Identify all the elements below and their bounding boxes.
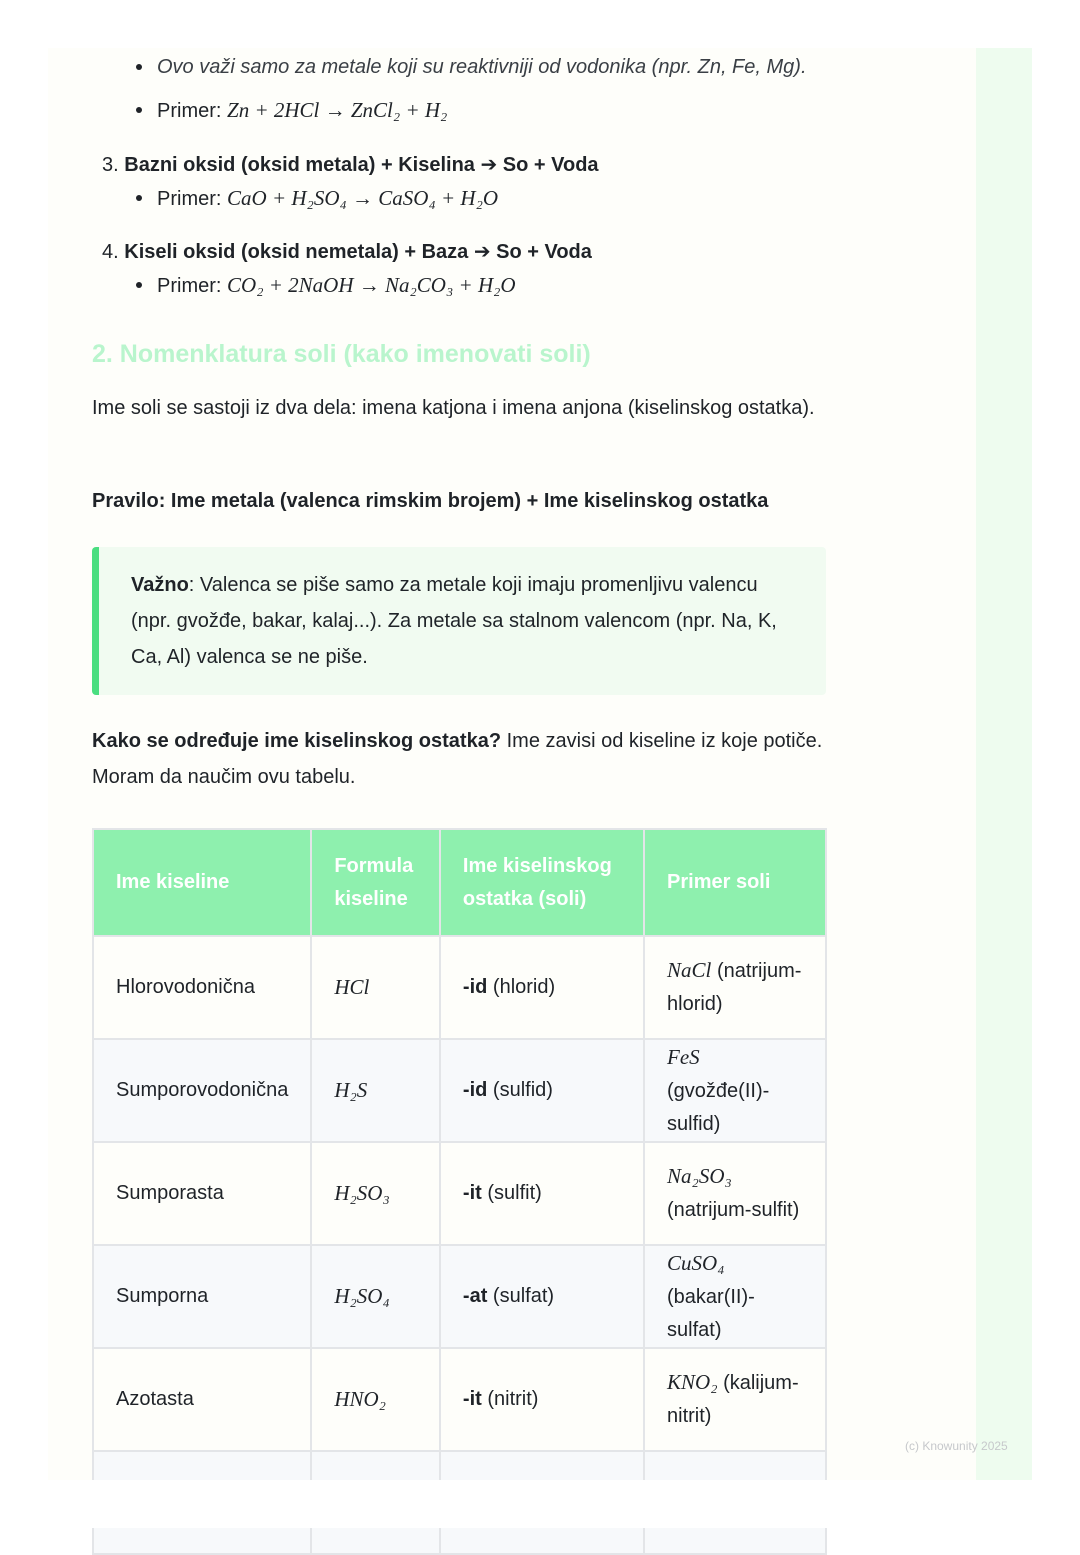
header-cell: Formula kiseline — [310, 828, 441, 937]
acid-formula: HNO₂ — [310, 1347, 441, 1452]
salt-name: (natrijum-sulfit) — [667, 1199, 800, 1221]
footer: (c) Knowunity 2025 — [905, 1439, 1008, 1453]
bullet — [136, 282, 142, 288]
acid-name: Sumporovodonična — [91, 1038, 313, 1143]
side-strip — [976, 48, 1032, 1480]
list-title: Kiseli oksid (oksid nemetala) + Baza ➔ S… — [124, 241, 592, 263]
acid-name: Azotasta — [91, 1347, 313, 1452]
suffix: -it — [462, 1388, 482, 1410]
salt-example: NaCl (natrijum-hlorid) — [643, 935, 827, 1040]
acid-formula: H₂SO₄ — [310, 1244, 441, 1349]
question: Kako se određuje ime kiselinskog ostatka… — [92, 723, 826, 795]
bullet — [136, 107, 142, 113]
residue-name: -it (sulfit) — [438, 1141, 646, 1246]
number: 4. — [102, 241, 119, 263]
acid-name: Sumporasta — [91, 1141, 313, 1246]
suffix: -at — [462, 1285, 488, 1307]
residue-text: (sulfit) — [487, 1182, 542, 1204]
bullet-text: Primer: Zn + 2HCl → ZnCl₂ + H₂ — [157, 92, 447, 129]
residue-text: (sulfat) — [492, 1285, 555, 1307]
section-heading: 2. Nomenklatura soli (kako imenovati sol… — [92, 340, 591, 368]
label: Primer: — [157, 188, 222, 210]
acid-name: Hlorovodonična — [91, 935, 313, 1040]
acid-name: Sumporna — [91, 1244, 313, 1349]
residue-text: (nitrit) — [487, 1388, 539, 1410]
table-row: Hlorovodonična HCl -id (hlorid) NaCl (natri… — [91, 935, 827, 1040]
salt-name: (kalijum-nitrit) — [667, 1372, 799, 1427]
label: Primer: — [157, 100, 222, 122]
suffix: -id — [462, 1079, 488, 1101]
salt-name: (gvožđe(II)-sulfid) — [667, 1079, 770, 1135]
salt-name: (bakar(II)-sulfat) — [667, 1285, 755, 1341]
acid-formula: HCl — [310, 935, 441, 1040]
acid-table: Ime kiseline Formula kiseline Ime kiseli… — [91, 828, 827, 1555]
list-title: Bazni oksid (oksid metala) + Kiselina ➔ … — [124, 154, 599, 176]
residue-name: -it (nitrit) — [438, 1347, 646, 1452]
residue-text: (sulfid) — [492, 1079, 553, 1101]
bullet-text: Ovo važi samo za metale koji su reaktivn… — [157, 56, 807, 78]
acid-formula: H₂S — [310, 1038, 441, 1143]
paragraph: Ime soli se sastoji iz dva dela: imena k… — [92, 397, 815, 419]
residue-text: (hlorid) — [492, 976, 556, 998]
note-box: Važno: Valenca se piše samo za metale ko… — [92, 547, 826, 695]
question-bold: Kako se određuje ime kiselinskog ostatka… — [92, 730, 502, 752]
salt-formula: CuSO₄ — [667, 1250, 725, 1275]
salt-formula: KNO₂ — [667, 1370, 718, 1394]
suffix: -id — [462, 976, 488, 998]
bullet-text: Primer: CaO + H₂SO₄ → CaSO₄ + H₂O — [157, 180, 498, 217]
table-row: Azotasta HNO₂ -it (nitrit) KNO₂ (kalijum-ni… — [91, 1347, 827, 1452]
table-row: Sumporna H₂SO₄ -at (sulfat) CuSO₄ (bakar(II… — [91, 1244, 827, 1349]
bullet — [136, 195, 142, 201]
rule: Pravilo: Ime metala (valenca rimskim bro… — [92, 490, 769, 512]
salt-example: Na₂SO₃ (natrijum-sulfit) — [643, 1141, 827, 1246]
formula: Zn + 2HCl → ZnCl₂ + H₂ — [227, 98, 448, 122]
header-row: Ime kiseline Formula kiseline Ime kiseli… — [91, 828, 827, 937]
salt-formula: Na₂SO₃ — [667, 1164, 732, 1188]
header-cell: Ime kiselinskog ostatka (soli) — [438, 828, 646, 937]
list-item: 4. Kiseli oksid (oksid nemetala) + Baza … — [102, 234, 592, 270]
bullet — [136, 64, 142, 70]
formula: CO₂ + 2NaOH → Na₂CO₃ + H₂O — [227, 273, 516, 297]
table-body: Hlorovodonična HCl -id (hlorid) NaCl (natri… — [91, 935, 827, 1555]
bullet-text: Primer: CO₂ + 2NaOH → Na₂CO₃ + H₂O — [157, 267, 516, 304]
suffix: -it — [462, 1182, 482, 1204]
salt-name: (natrijum-hlorid) — [667, 960, 802, 1015]
question-text: Ime zavisi od kiseline iz koje potiče. M… — [92, 730, 823, 788]
number: 3. — [102, 154, 119, 176]
label: Primer: — [157, 275, 222, 297]
salt-formula: FeS — [667, 1044, 700, 1069]
table-row: Sumporovodonična H₂S -id (sulfid) FeS (gvož… — [91, 1038, 827, 1143]
note-label: Važno — [131, 574, 189, 596]
salt-example: FeS (gvožđe(II)-sulfid) — [643, 1038, 827, 1143]
salt-formula: NaCl — [667, 958, 712, 982]
page-margin — [0, 1480, 1080, 1528]
residue-name: -id (hlorid) — [438, 935, 646, 1040]
acid-formula: H₂SO₃ — [310, 1141, 441, 1246]
list-item: 3. Bazni oksid (oksid metala) + Kiselina… — [102, 147, 599, 183]
table-row: Sumporasta H₂SO₃ -it (sulfit) Na₂SO₃ (natri… — [91, 1141, 827, 1246]
note-text: : Valenca se piše samo za metale koji im… — [131, 574, 777, 668]
residue-name: -id (sulfid) — [438, 1038, 646, 1143]
salt-example: KNO₂ (kalijum-nitrit) — [643, 1347, 827, 1452]
salt-example: CuSO₄ (bakar(II)-sulfat) — [643, 1244, 827, 1349]
header-cell: Primer soli — [643, 828, 827, 937]
residue-name: -at (sulfat) — [438, 1244, 646, 1349]
header-cell: Ime kiseline — [91, 828, 313, 937]
formula: CaO + H₂SO₄ → CaSO₄ + H₂O — [227, 186, 499, 210]
